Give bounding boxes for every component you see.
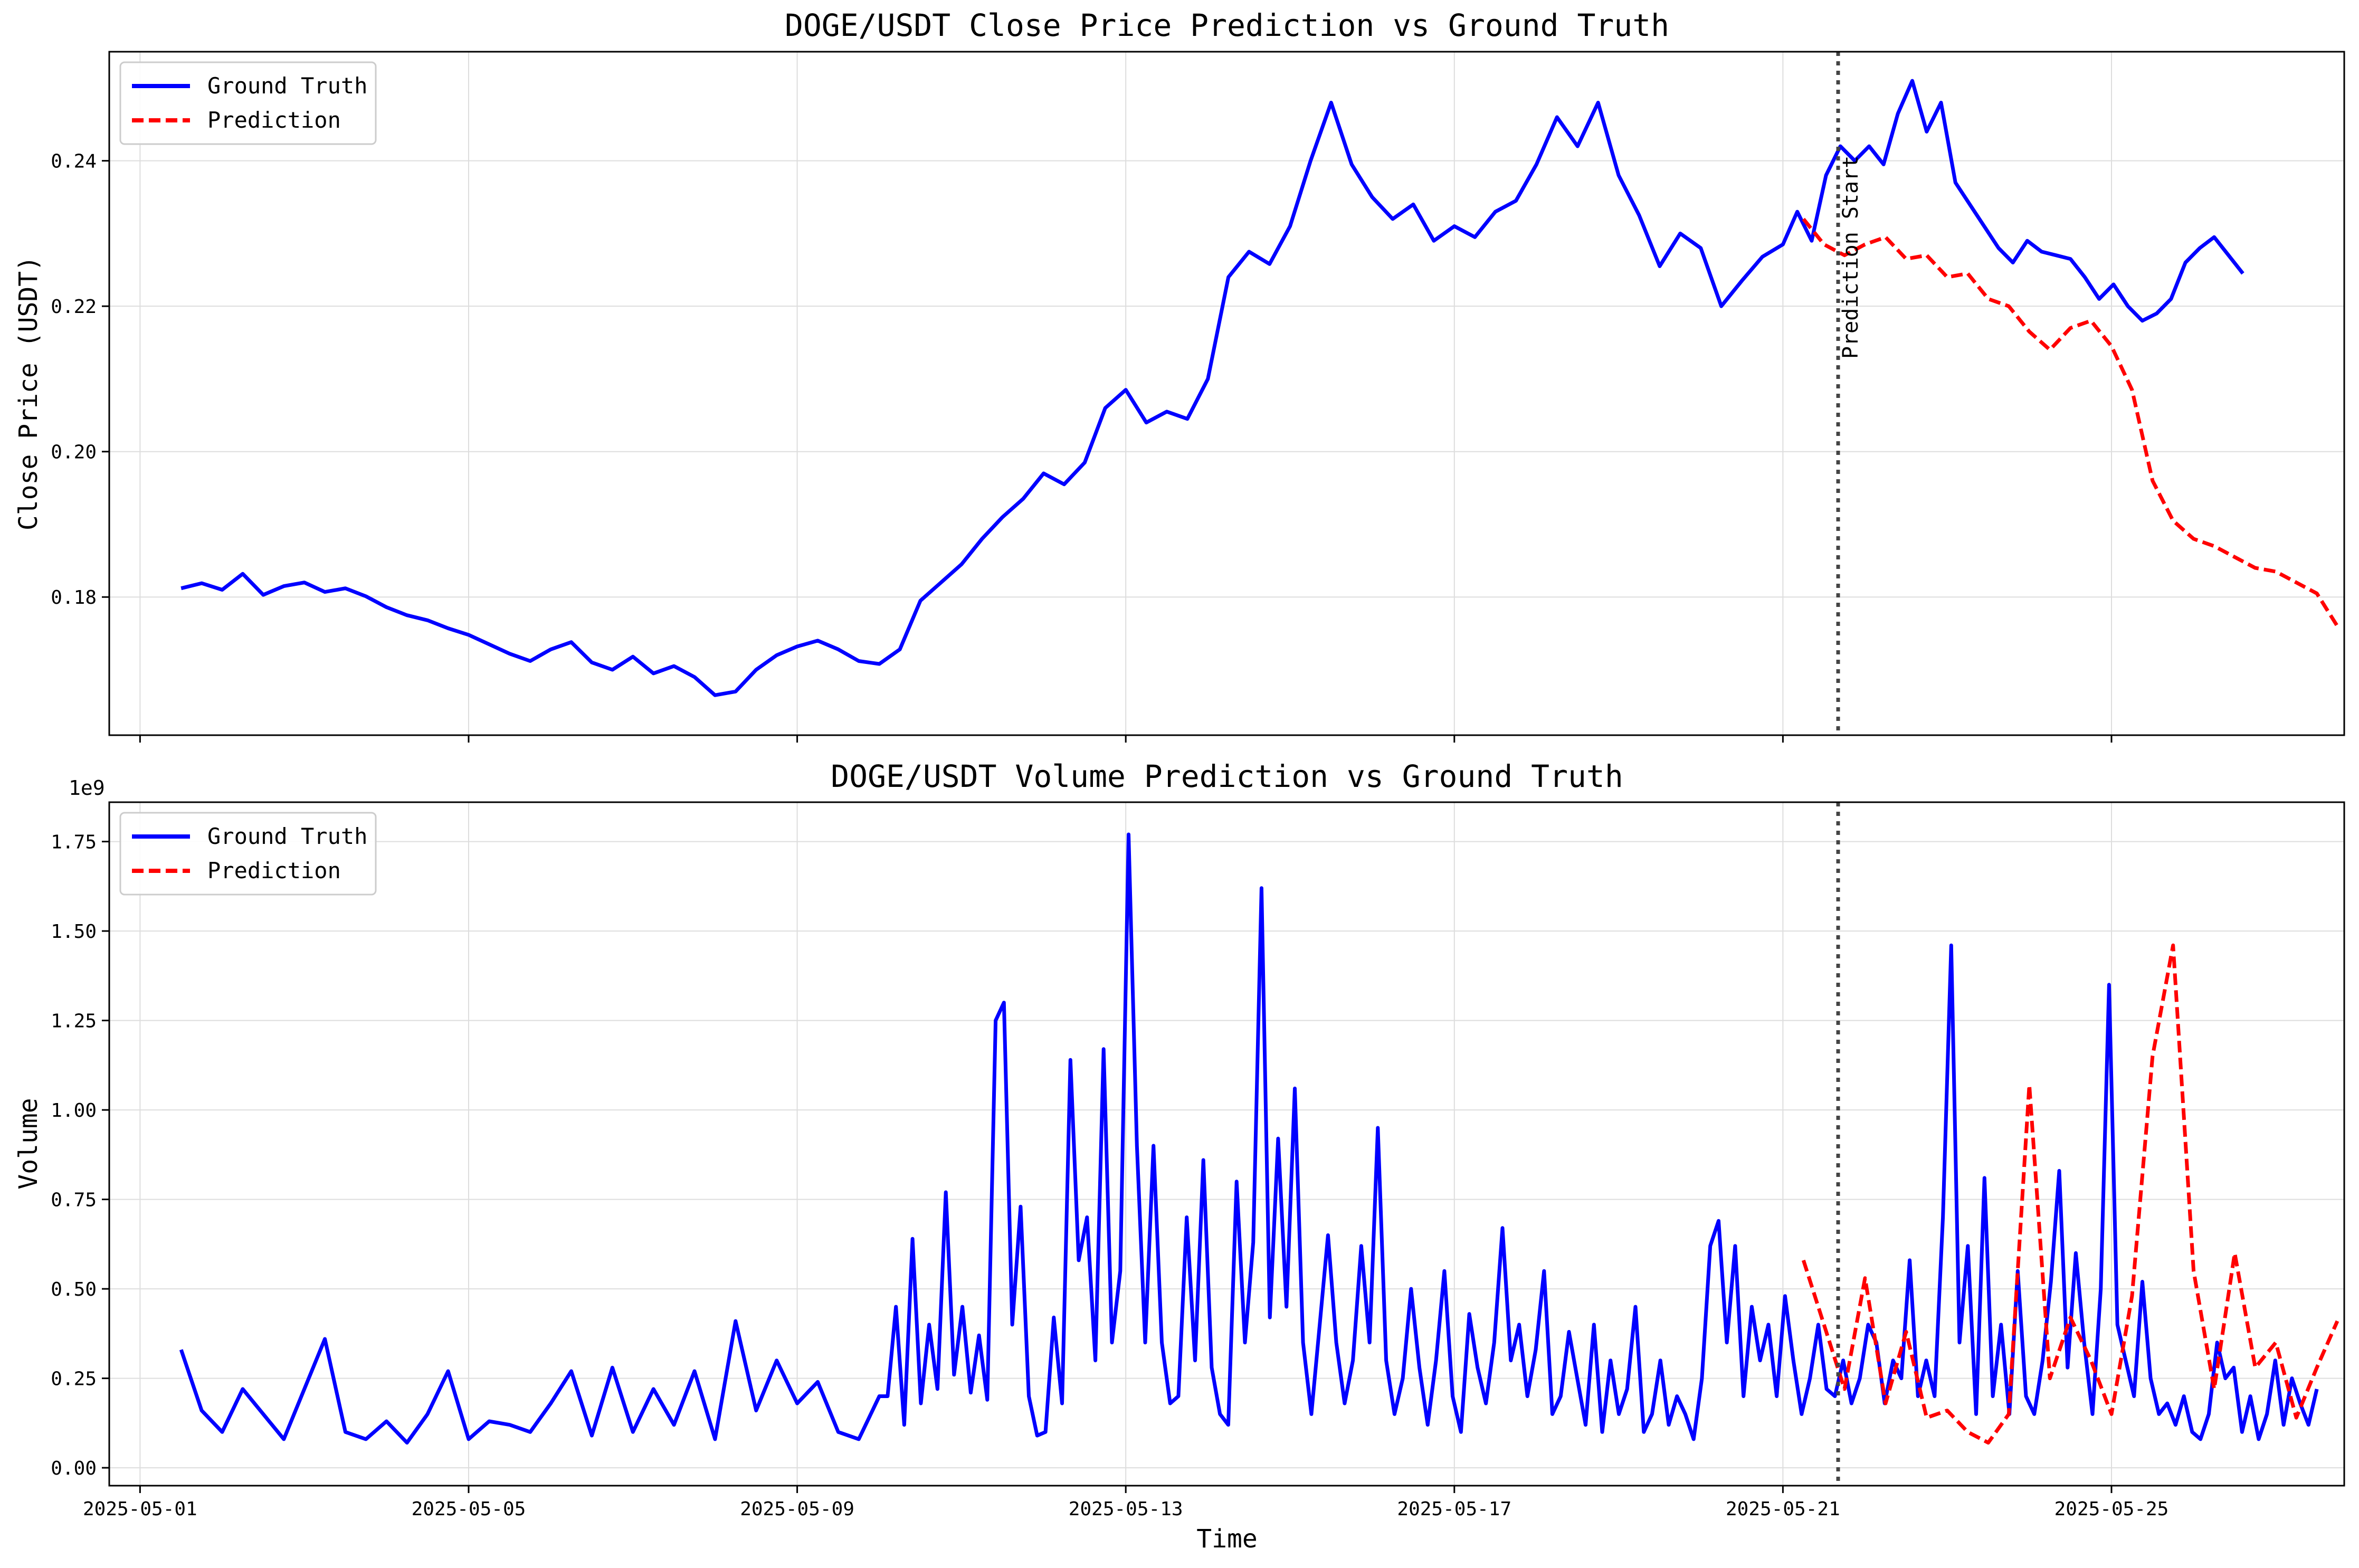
volume-panel: DOGE/USDT Volume Prediction vs Ground Tr… <box>14 758 2345 1554</box>
prediction-start-label: Prediction Start <box>1839 156 1863 359</box>
volume-x-tick-label: 2025-05-17 <box>1397 1498 1511 1520</box>
volume-x-tick-label: 2025-05-25 <box>2054 1498 2169 1520</box>
volume-plot-frame <box>108 801 2345 1487</box>
price-y-ticks: 0.18 0.20 0.22 0.24 <box>51 151 109 609</box>
volume-y-tick-label: 1.75 <box>51 832 97 853</box>
volume-legend-gt-label: Ground Truth <box>207 823 367 849</box>
volume-x-tick-label: 2025-05-05 <box>412 1498 526 1520</box>
price-legend: Ground Truth Prediction <box>119 61 377 145</box>
price-prediction-line <box>1802 217 2339 628</box>
price-chart-title: DOGE/USDT Close Price Prediction vs Grou… <box>785 7 1669 43</box>
price-legend-gt-label: Ground Truth <box>207 73 367 99</box>
volume-chart-title: DOGE/USDT Volume Prediction vs Ground Tr… <box>831 758 1623 794</box>
x-axis-label: Time <box>1196 1524 1258 1554</box>
volume-x-tick-label: 2025-05-13 <box>1069 1498 1183 1520</box>
volume-offset-label: 1e9 <box>69 776 105 800</box>
volume-ground-truth-line <box>179 832 2319 1445</box>
volume-legend: Ground Truth Prediction <box>119 812 377 896</box>
volume-prediction-line <box>1801 943 2339 1445</box>
price-series <box>180 79 2339 697</box>
volume-y-axis-label: Volume <box>14 1098 43 1189</box>
volume-y-tick-label: 1.25 <box>51 1011 97 1032</box>
price-y-axis-label: Close Price (USDT) <box>14 256 43 530</box>
volume-y-tick-label: 0.25 <box>51 1369 97 1390</box>
volume-y-tick-label: 1.50 <box>51 921 97 943</box>
volume-x-tick-label: 2025-05-09 <box>740 1498 854 1520</box>
price-x-ticks <box>139 735 2113 743</box>
price-panel: DOGE/USDT Close Price Prediction vs Grou… <box>14 7 2345 743</box>
volume-y-tick-label: 0.00 <box>51 1458 97 1479</box>
volume-x-tick-label: 2025-05-01 <box>83 1498 197 1520</box>
price-y-tick-label: 0.24 <box>51 151 97 173</box>
volume-legend-pred-label: Prediction <box>207 858 341 883</box>
price-ground-truth-line <box>180 79 2244 697</box>
price-plot-frame <box>108 51 2345 736</box>
volume-series <box>179 832 2339 1445</box>
price-y-tick-label: 0.20 <box>51 442 97 463</box>
price-y-tick-label: 0.18 <box>51 587 97 609</box>
volume-x-ticks: 2025-05-01 2025-05-05 2025-05-09 2025-05-13… <box>83 1486 2168 1520</box>
price-legend-box <box>119 61 377 145</box>
price-legend-pred-label: Prediction <box>207 107 341 133</box>
volume-legend-box <box>119 812 377 896</box>
price-grid <box>109 52 2344 735</box>
volume-y-tick-label: 0.50 <box>51 1279 97 1300</box>
volume-y-tick-label: 1.00 <box>51 1100 97 1122</box>
volume-y-tick-label: 0.75 <box>51 1190 97 1211</box>
price-y-tick-label: 0.22 <box>51 296 97 318</box>
volume-x-tick-label: 2025-05-21 <box>1726 1498 1840 1520</box>
volume-y-ticks: 0.00 0.25 0.50 0.75 1.00 1.25 1.50 1.75 <box>51 832 109 1479</box>
